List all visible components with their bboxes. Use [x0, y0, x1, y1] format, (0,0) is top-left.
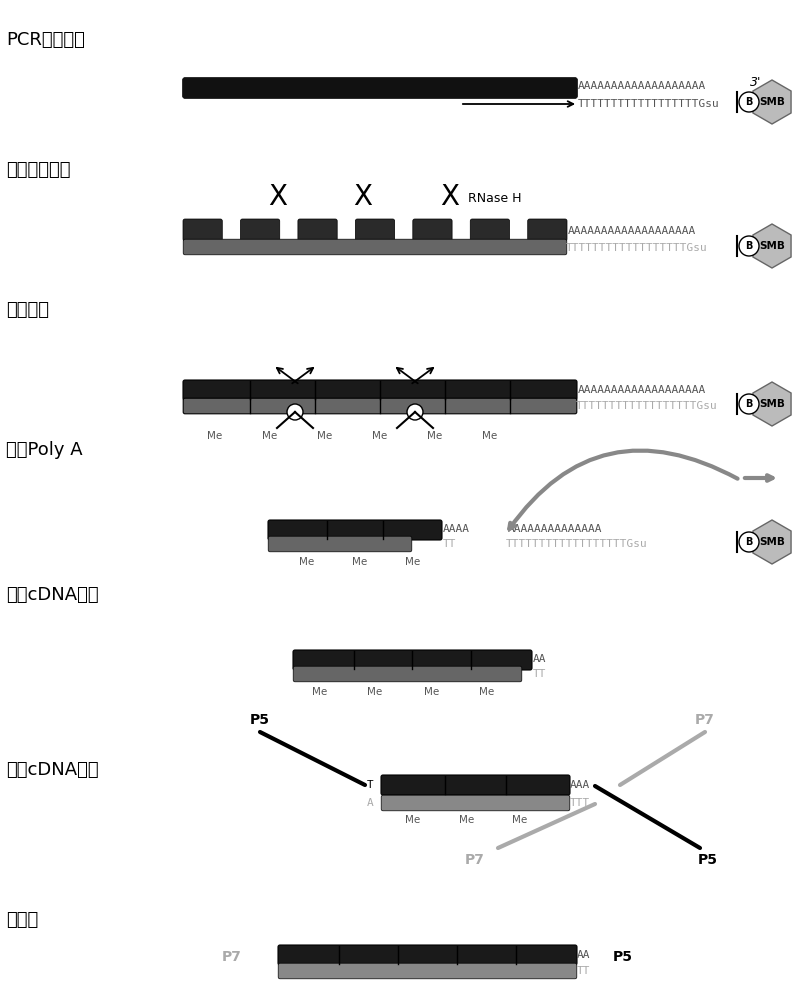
FancyBboxPatch shape	[240, 219, 279, 241]
Text: B: B	[744, 399, 752, 409]
Text: 逆转录: 逆转录	[6, 911, 39, 929]
Text: TTTTTTTTTTTTTTTTTTGsu: TTTTTTTTTTTTTTTTTTGsu	[577, 99, 719, 109]
Text: TTTTTTTTTTTTTTTTTTGsu: TTTTTTTTTTTTTTTTTTGsu	[505, 539, 647, 549]
Text: Me: Me	[352, 557, 367, 567]
FancyBboxPatch shape	[183, 239, 566, 255]
Text: Me: Me	[312, 687, 327, 697]
Text: Me: Me	[512, 815, 527, 825]
Text: 双钾cDNA断裂: 双钾cDNA断裂	[6, 586, 99, 604]
Text: SMB: SMB	[758, 399, 784, 409]
FancyBboxPatch shape	[267, 520, 442, 540]
FancyBboxPatch shape	[355, 219, 394, 241]
FancyBboxPatch shape	[412, 219, 451, 241]
Text: P7: P7	[464, 853, 484, 867]
Text: AAAAAAAAAAAAAA: AAAAAAAAAAAAAA	[507, 524, 601, 534]
Text: AA: AA	[577, 950, 589, 960]
FancyBboxPatch shape	[292, 650, 532, 670]
Text: Me: Me	[459, 815, 474, 825]
FancyBboxPatch shape	[381, 775, 569, 795]
Text: PCR扩增文库: PCR扩增文库	[6, 31, 85, 49]
Text: SMB: SMB	[758, 241, 784, 251]
Text: Me: Me	[479, 687, 494, 697]
FancyBboxPatch shape	[278, 963, 576, 979]
Text: P5: P5	[697, 853, 717, 867]
FancyBboxPatch shape	[470, 219, 509, 241]
Text: 双钾cDNA合成: 双钾cDNA合成	[6, 761, 99, 779]
Text: Me: Me	[262, 431, 277, 441]
Circle shape	[738, 394, 758, 414]
Text: Me: Me	[482, 431, 497, 441]
Text: X: X	[353, 183, 372, 211]
FancyBboxPatch shape	[293, 666, 521, 682]
Text: X: X	[440, 183, 459, 211]
Text: AAA: AAA	[569, 780, 589, 790]
Text: 移除Poly A: 移除Poly A	[6, 441, 83, 459]
Text: Me: Me	[372, 431, 387, 441]
Text: TT: TT	[532, 669, 546, 679]
Text: Me: Me	[317, 431, 332, 441]
FancyBboxPatch shape	[527, 219, 566, 241]
Text: B: B	[744, 537, 752, 547]
FancyBboxPatch shape	[278, 945, 577, 965]
FancyBboxPatch shape	[298, 219, 336, 241]
Circle shape	[287, 404, 303, 420]
Text: P5: P5	[612, 950, 632, 964]
Text: AAAAAAAAAAAAAAAAAAA: AAAAAAAAAAAAAAAAAAA	[577, 385, 705, 395]
Text: RNase H: RNase H	[467, 192, 521, 205]
Circle shape	[738, 532, 758, 552]
FancyBboxPatch shape	[381, 795, 569, 811]
Text: TTTTTTTTTTTTTTTTTTGsu: TTTTTTTTTTTTTTTTTTGsu	[565, 243, 707, 253]
Text: A: A	[366, 798, 373, 808]
FancyBboxPatch shape	[268, 536, 411, 552]
FancyBboxPatch shape	[183, 219, 222, 241]
Circle shape	[738, 92, 758, 112]
Polygon shape	[752, 520, 790, 564]
Text: T: T	[366, 780, 373, 790]
Text: Me: Me	[299, 557, 314, 567]
Text: B: B	[744, 241, 752, 251]
Text: 3': 3'	[749, 76, 760, 89]
Text: P5: P5	[250, 713, 270, 727]
Text: SMB: SMB	[758, 97, 784, 107]
Text: Me: Me	[207, 431, 222, 441]
Text: Me: Me	[367, 687, 382, 697]
Text: Me: Me	[424, 687, 439, 697]
FancyBboxPatch shape	[183, 380, 577, 400]
Text: TTT: TTT	[569, 798, 589, 808]
Text: Me: Me	[405, 815, 420, 825]
Text: SMB: SMB	[758, 537, 784, 547]
Text: AAAA: AAAA	[442, 524, 470, 534]
Text: Me: Me	[427, 431, 442, 441]
Text: X: X	[268, 183, 287, 211]
Polygon shape	[752, 382, 790, 426]
Text: P7: P7	[694, 713, 714, 727]
Text: AAAAAAAAAAAAAAAAAAA: AAAAAAAAAAAAAAAAAAA	[577, 81, 705, 91]
Text: AA: AA	[532, 654, 546, 664]
Text: TT: TT	[442, 539, 456, 549]
FancyBboxPatch shape	[182, 78, 577, 98]
Text: AAAAAAAAAAAAAAAAAAA: AAAAAAAAAAAAAAAAAAA	[567, 226, 695, 236]
Polygon shape	[752, 80, 790, 124]
Polygon shape	[752, 224, 790, 268]
Text: 末端修饰: 末端修饰	[6, 301, 49, 319]
Text: 测序接头连接: 测序接头连接	[6, 161, 71, 179]
FancyBboxPatch shape	[183, 398, 576, 414]
Text: Me: Me	[405, 557, 420, 567]
Text: TT: TT	[577, 966, 589, 976]
Text: TTTTTTTTTTTTTTTTTTGsu: TTTTTTTTTTTTTTTTTTGsu	[575, 401, 717, 411]
Circle shape	[406, 404, 422, 420]
Text: B: B	[744, 97, 752, 107]
Circle shape	[738, 236, 758, 256]
Text: P7: P7	[222, 950, 242, 964]
